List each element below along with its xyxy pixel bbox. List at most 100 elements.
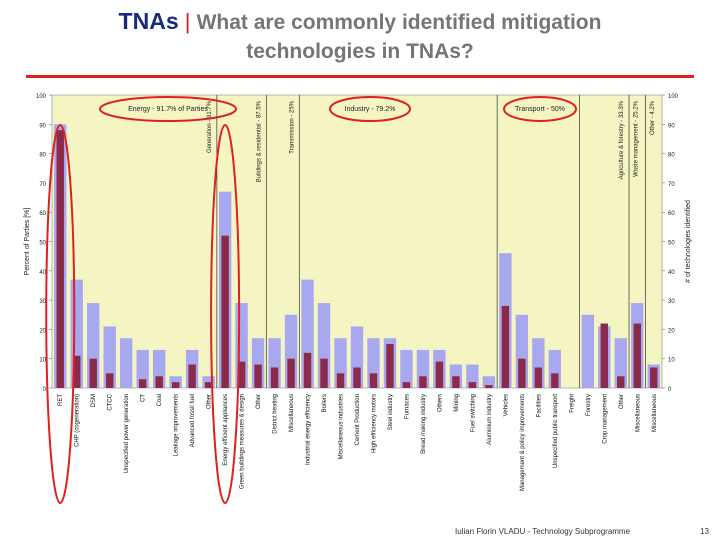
slide-title: TNAs | What are commonly identified miti… <box>0 8 720 67</box>
bar-technologies <box>386 344 394 388</box>
bar-technologies <box>617 376 625 388</box>
x-tick-label: Steel industry <box>388 394 394 430</box>
bar-technologies <box>468 382 477 388</box>
x-tick-label: Miscellaneous <box>652 394 658 432</box>
y-tick-label-right: 10 <box>668 358 675 364</box>
x-tick-label: Boilers <box>322 394 328 412</box>
x-tick-label: RET <box>58 394 64 406</box>
bar-technologies <box>89 358 97 388</box>
x-tick-label: Others <box>437 394 443 412</box>
bar-technologies <box>419 376 427 388</box>
bar-technologies <box>56 130 64 388</box>
bar-technologies <box>221 235 229 388</box>
y-tick-label-left: 100 <box>36 94 47 100</box>
bar-total <box>581 314 594 388</box>
x-tick-label: Furnaces <box>404 394 410 419</box>
bar-technologies <box>600 323 609 388</box>
x-tick-label: Bread making industry <box>421 394 427 454</box>
x-tick-label: Unspecified public transport <box>553 394 559 468</box>
x-tick-label: Advanced fossil fuel <box>190 394 196 447</box>
group-label-vertical: Buildings & residential - 87.5% <box>256 100 262 182</box>
bar-technologies <box>155 376 163 388</box>
x-tick-label: Forestry <box>586 394 592 416</box>
y-tick-label-left: 20 <box>39 328 46 334</box>
highlight-ellipse-category <box>210 124 241 504</box>
title-main: TNAs <box>118 8 179 34</box>
bar-total <box>482 376 496 388</box>
title-subtitle-line1: What are commonly identified mitigation <box>196 11 602 34</box>
group-label: Transport - 50% <box>515 106 565 113</box>
bar-technologies <box>485 385 493 388</box>
x-tick-label: Other <box>207 394 213 409</box>
bar-total <box>136 349 149 388</box>
y-tick-label-left: 80 <box>39 153 46 159</box>
bar-technologies <box>518 358 526 388</box>
x-tick-label: Management & policy improvements <box>520 394 526 491</box>
y-tick-label-right: 30 <box>668 299 675 305</box>
bar-total <box>120 338 133 388</box>
x-tick-label: Green buildings measures & design <box>240 394 246 489</box>
highlight-ellipse <box>503 96 577 122</box>
y-tick-label-left: 40 <box>39 270 46 276</box>
x-tick-label: Freight <box>569 394 575 413</box>
bar-technologies <box>369 373 378 388</box>
group-label-vertical: Waste management - 25.2% <box>633 100 639 176</box>
y-tick-label-right: 100 <box>668 94 679 100</box>
highlight-ellipse <box>99 96 237 122</box>
bar-technologies <box>452 376 460 388</box>
x-tick-label: Other <box>619 394 625 409</box>
bar-technologies <box>73 355 81 388</box>
y-tick-label-right: 80 <box>668 153 675 159</box>
bar-technologies <box>270 367 279 388</box>
x-tick-label: CTCC <box>108 393 114 410</box>
bar-technologies <box>188 364 196 388</box>
bar-technologies <box>534 367 543 388</box>
group-label: Energy - 91.7% of Parties <box>128 106 208 113</box>
y-tick-label-right: 60 <box>668 211 675 217</box>
page-number: 13 <box>700 527 709 536</box>
y-tick-label-left: 50 <box>39 241 46 247</box>
y-tick-label-right: 90 <box>668 123 675 129</box>
bar-technologies <box>353 367 361 388</box>
group-label-vertical: Agriculture & forestry - 33.3% <box>619 100 625 179</box>
title-separator: | <box>178 9 197 34</box>
bar-chart: 0 0 10 10 20 20 30 30 40 40 50 50 60 60 70 70 80 80 90 90 10… <box>24 94 692 504</box>
bar-technologies <box>501 305 510 388</box>
y-tick-label-left: 30 <box>39 299 46 305</box>
x-tick-label: Fuel switching <box>470 394 476 432</box>
bar-technologies <box>551 373 559 388</box>
bar-technologies <box>633 323 641 388</box>
bar-technologies <box>650 367 658 388</box>
x-tick-label: High efficiency motors <box>371 394 377 453</box>
x-tick-label: CT <box>141 394 147 402</box>
footer-author: Iulian Florin VLADU - Technology Subprog… <box>455 527 631 536</box>
y-axis-label-right: # of technologies identified <box>685 200 692 283</box>
y-tick-label-left: 70 <box>39 182 46 188</box>
bar-technologies <box>204 382 213 388</box>
bar-technologies <box>138 379 147 388</box>
y-axis-label: Percent of Parties [%] <box>24 208 31 276</box>
y-tick-label-left: 60 <box>39 211 46 217</box>
highlight-ellipse <box>329 96 411 122</box>
x-tick-label: CHP (cogeneration) <box>75 394 81 447</box>
title-underline <box>26 75 694 78</box>
bar-technologies <box>303 352 312 388</box>
x-tick-label: Miscellaneous <box>289 394 295 432</box>
x-tick-label: District heating <box>273 394 279 434</box>
bar-total <box>400 349 413 388</box>
x-tick-label: Vehicles <box>503 394 509 416</box>
x-tick-label: Industrial energy efficiency <box>306 394 312 465</box>
x-tick-label: Other <box>256 394 262 409</box>
y-tick-label-left: 10 <box>39 358 46 364</box>
x-tick-label: Aluminium industry <box>487 394 493 445</box>
x-tick-label: Leakage improvements <box>174 394 180 456</box>
bar-total <box>614 338 627 388</box>
x-tick-label: DSM <box>91 394 97 407</box>
bar-technologies <box>336 373 345 388</box>
y-tick-label-right: 50 <box>668 241 675 247</box>
x-tick-label: Miscellaneous industries <box>339 394 345 459</box>
bar-technologies <box>287 358 295 388</box>
x-tick-label: Unspecified power generation <box>124 394 130 473</box>
x-tick-label: Mining <box>454 394 460 412</box>
group-label-vertical: Transmission - 25% <box>289 100 295 153</box>
